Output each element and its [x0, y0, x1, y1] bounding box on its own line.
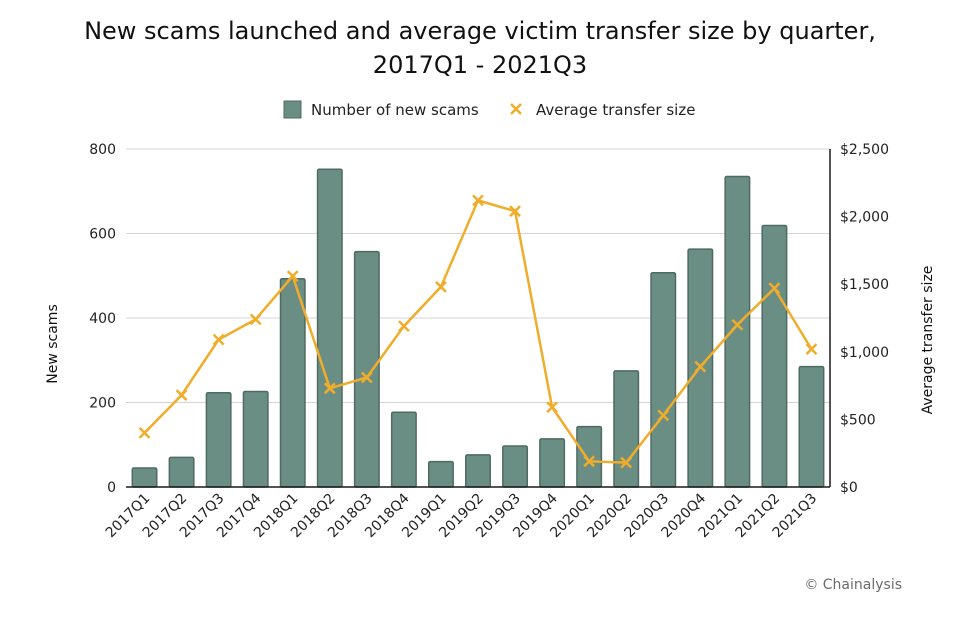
left-axis-ticks: 0 200 400 600 800 — [89, 142, 116, 496]
legend: Number of new scams Average transfer siz… — [283, 100, 695, 119]
point-2020Q2 — [620, 456, 633, 469]
line-series — [138, 194, 818, 469]
bar-2019Q1 — [427, 460, 454, 488]
point-2017Q2 — [175, 389, 188, 401]
point-2019Q4 — [546, 401, 558, 414]
bar-2020Q1 — [576, 425, 603, 488]
right-axis-ticks: $0 $500 $1,000 $1,500 $2,000 $2,500 — [840, 142, 889, 496]
y-tick-label: 400 — [89, 311, 116, 327]
bar-2019Q4 — [539, 438, 566, 488]
legend-line-label: Average transfer size — [536, 101, 695, 119]
point-2017Q4 — [249, 313, 262, 326]
point-2018Q4 — [398, 320, 410, 332]
bar-series — [131, 168, 825, 488]
y2-tick-label: $500 — [840, 412, 876, 428]
bar-2018Q4 — [390, 411, 417, 488]
chart-title: New scams launched and average victim tr… — [0, 14, 960, 82]
point-2017Q1 — [138, 427, 151, 439]
bar-2020Q3 — [650, 272, 677, 488]
point-2019Q2 — [472, 194, 484, 207]
bar-2019Q2 — [465, 454, 491, 488]
bar-2018Q3 — [353, 250, 380, 488]
y-tick-label: 600 — [89, 227, 116, 243]
point-2017Q3 — [212, 333, 225, 346]
point-2018Q3 — [360, 371, 373, 384]
bar-2019Q3 — [502, 445, 529, 488]
point-2019Q3 — [509, 205, 521, 218]
bar-2021Q2 — [761, 224, 788, 488]
y2-tick-label: $0 — [840, 480, 858, 496]
bar-2018Q1 — [279, 277, 306, 488]
x-axis-ticks: 2017Q12017Q22017Q32017Q42018Q12018Q22018… — [103, 490, 821, 541]
y2-tick-label: $1,000 — [840, 345, 889, 361]
chart-title-line1: New scams launched and average victim tr… — [84, 17, 876, 45]
bar-2017Q2 — [168, 456, 195, 488]
point-2021Q3 — [805, 343, 818, 355]
legend-bar-label: Number of new scams — [311, 101, 479, 119]
y-axis-label: New scams — [45, 304, 61, 384]
bar-2017Q3 — [205, 392, 232, 488]
point-2021Q2 — [768, 282, 781, 295]
bar-2021Q1 — [724, 175, 751, 488]
y-tick-label: 0 — [107, 480, 116, 496]
point-2020Q3 — [657, 409, 670, 422]
y2-tick-label: $2,500 — [840, 142, 889, 158]
point-2020Q4 — [694, 360, 707, 373]
y2-tick-label: $2,000 — [840, 210, 889, 226]
axis-lines — [126, 149, 831, 488]
y-tick-label: 200 — [89, 396, 116, 412]
bar-2020Q2 — [613, 370, 640, 488]
y2-axis-label: Average transfer size — [920, 266, 936, 415]
point-2021Q1 — [731, 318, 744, 331]
chart-title-line2: 2017Q1 - 2021Q3 — [372, 51, 588, 79]
point-2019Q1 — [435, 281, 447, 293]
y2-tick-label: $1,500 — [840, 277, 889, 293]
bar-2017Q1 — [131, 467, 158, 488]
bar-2021Q3 — [798, 365, 825, 488]
point-2018Q2 — [323, 382, 336, 395]
bar-2017Q4 — [242, 390, 269, 488]
point-2018Q1 — [286, 270, 299, 282]
legend-bar-swatch — [283, 100, 302, 119]
bar-2018Q2 — [316, 168, 343, 488]
point-2020Q1 — [583, 455, 596, 468]
legend-line-marker — [510, 103, 522, 115]
y-tick-label: 800 — [89, 142, 116, 158]
source-credit: © Chainalysis — [804, 577, 902, 593]
